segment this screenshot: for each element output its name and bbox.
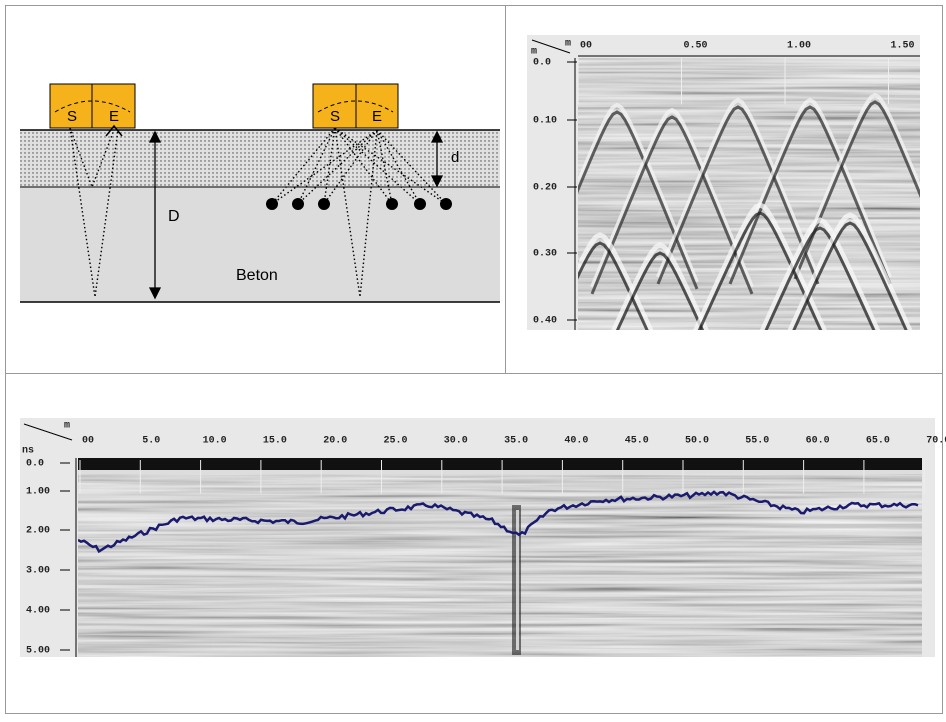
sensor-send: S bbox=[330, 108, 340, 125]
y-tick-label: 0.40 bbox=[533, 316, 557, 327]
x-tick-label: 00 bbox=[580, 41, 592, 52]
x-tick-label: 45.0 bbox=[625, 436, 649, 447]
radargram-bottom: m ns 00 5.0 10.0 15.0 20.0 25.0 30.0 35.0 40.0 45… bbox=[20, 418, 946, 657]
x-tick-label: 35.0 bbox=[504, 436, 528, 447]
x-tick-label: 5.0 bbox=[142, 436, 160, 447]
x-tick-label: 40.0 bbox=[564, 436, 588, 447]
x-tick-label: 30.0 bbox=[444, 436, 468, 447]
sensor: S E bbox=[50, 84, 135, 136]
layer-concrete bbox=[20, 187, 500, 302]
sensor-receive: E bbox=[372, 108, 382, 125]
x-tick-label: 00 bbox=[82, 436, 94, 447]
layer-top bbox=[20, 130, 500, 187]
x-tick-label: 1.00 bbox=[787, 41, 811, 52]
y-tick-label: 2.00 bbox=[26, 526, 50, 537]
x-tick-label: 1.50 bbox=[891, 41, 915, 52]
x-tick-label: 55.0 bbox=[745, 436, 769, 447]
material-label: Beton bbox=[236, 267, 278, 284]
x-tick-label: 50.0 bbox=[685, 436, 709, 447]
y-tick-label: 0.0 bbox=[533, 58, 551, 69]
anomaly bbox=[516, 510, 519, 650]
x-tick-label: 25.0 bbox=[384, 436, 408, 447]
sensor: S E bbox=[313, 84, 398, 128]
y-tick-label: 0.20 bbox=[533, 183, 557, 194]
radargram-image bbox=[78, 458, 922, 657]
y-tick-label: 0.30 bbox=[533, 249, 557, 260]
direct-wave bbox=[78, 470, 922, 474]
y-tick-label: 5.00 bbox=[26, 646, 50, 657]
direct-wave bbox=[78, 458, 922, 470]
sensor-receive: E bbox=[109, 108, 119, 125]
thickness-label: d bbox=[451, 149, 459, 166]
x-unit: m bbox=[565, 39, 571, 50]
x-tick-label: 10.0 bbox=[203, 436, 227, 447]
y-unit: m bbox=[531, 47, 537, 58]
sensor-send: S bbox=[67, 108, 77, 125]
depth-label: D bbox=[168, 208, 180, 225]
y-tick-label: 0.10 bbox=[533, 116, 557, 127]
x-tick-label: 70.0 bbox=[926, 436, 946, 447]
radargram-top: m m 00 0.50 1.00 1.50 0.0 0.10 0.20 0.30 0.40 bbox=[520, 35, 946, 413]
x-tick-label: 0.50 bbox=[684, 41, 708, 52]
y-tick-label: 1.00 bbox=[26, 487, 50, 498]
y-unit: ns bbox=[22, 446, 34, 457]
y-tick-label: 0.0 bbox=[26, 459, 44, 470]
diagram: S E S E d D Beton bbox=[20, 84, 500, 302]
y-tick-label: 4.00 bbox=[26, 606, 50, 617]
x-tick-label: 60.0 bbox=[806, 436, 830, 447]
x-unit: m bbox=[64, 421, 70, 432]
y-tick-label: 3.00 bbox=[26, 566, 50, 577]
x-tick-label: 65.0 bbox=[866, 436, 890, 447]
x-tick-label: 20.0 bbox=[323, 436, 347, 447]
page: S E S E d D Beton m m 00 0.50 1.00 1.50 0.0 0… bbox=[0, 0, 946, 717]
x-tick-label: 15.0 bbox=[263, 436, 287, 447]
